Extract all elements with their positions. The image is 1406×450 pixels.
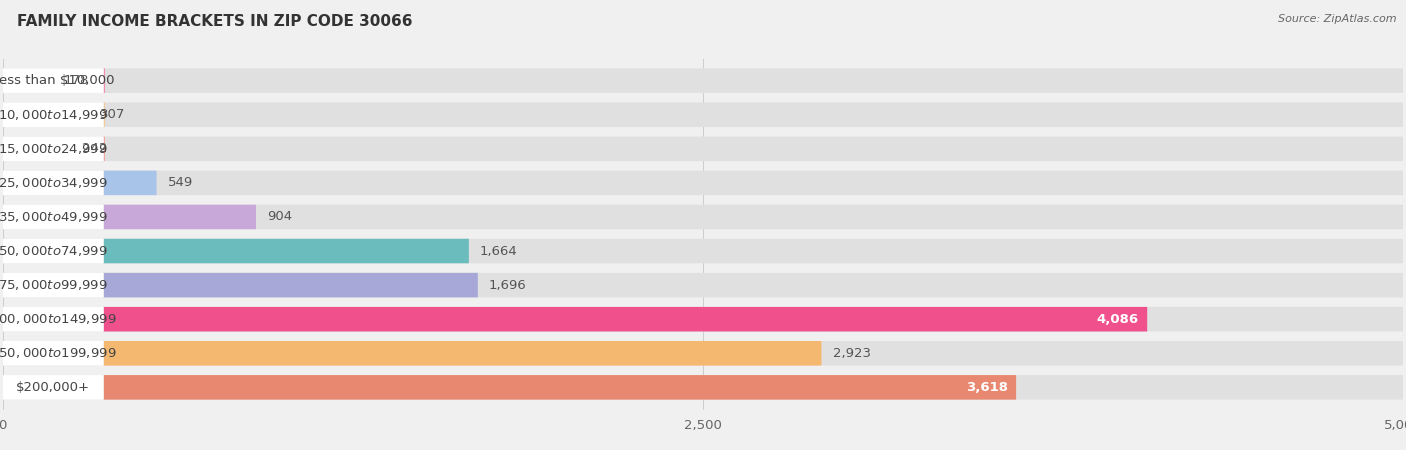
Text: 1,696: 1,696 (489, 279, 527, 292)
FancyBboxPatch shape (3, 273, 104, 297)
FancyBboxPatch shape (3, 239, 1403, 263)
FancyBboxPatch shape (3, 68, 1403, 93)
FancyBboxPatch shape (3, 205, 1403, 229)
Text: 178: 178 (63, 74, 89, 87)
Text: 2,923: 2,923 (832, 347, 870, 360)
FancyBboxPatch shape (104, 171, 156, 195)
Text: $25,000 to $34,999: $25,000 to $34,999 (0, 176, 108, 190)
Text: 242: 242 (82, 142, 107, 155)
FancyBboxPatch shape (104, 341, 821, 365)
FancyBboxPatch shape (3, 307, 104, 332)
Text: $200,000+: $200,000+ (17, 381, 90, 394)
FancyBboxPatch shape (3, 103, 1403, 127)
FancyBboxPatch shape (3, 103, 104, 127)
Text: $150,000 to $199,999: $150,000 to $199,999 (0, 346, 117, 360)
Text: $50,000 to $74,999: $50,000 to $74,999 (0, 244, 108, 258)
FancyBboxPatch shape (104, 273, 478, 297)
Text: $10,000 to $14,999: $10,000 to $14,999 (0, 108, 108, 122)
FancyBboxPatch shape (3, 171, 1403, 195)
FancyBboxPatch shape (104, 375, 1017, 400)
Text: 549: 549 (167, 176, 193, 189)
FancyBboxPatch shape (3, 68, 104, 93)
FancyBboxPatch shape (3, 136, 104, 161)
Text: 3,618: 3,618 (966, 381, 1008, 394)
Text: 307: 307 (100, 108, 125, 121)
Text: 4,086: 4,086 (1097, 313, 1139, 326)
Text: $15,000 to $24,999: $15,000 to $24,999 (0, 142, 108, 156)
Text: Less than $10,000: Less than $10,000 (0, 74, 114, 87)
FancyBboxPatch shape (3, 341, 104, 365)
Text: $35,000 to $49,999: $35,000 to $49,999 (0, 210, 108, 224)
FancyBboxPatch shape (3, 273, 1403, 297)
FancyBboxPatch shape (3, 136, 1403, 161)
FancyBboxPatch shape (3, 375, 104, 400)
FancyBboxPatch shape (3, 205, 104, 229)
Text: FAMILY INCOME BRACKETS IN ZIP CODE 30066: FAMILY INCOME BRACKETS IN ZIP CODE 30066 (17, 14, 412, 28)
Text: Source: ZipAtlas.com: Source: ZipAtlas.com (1278, 14, 1396, 23)
Text: 1,664: 1,664 (479, 244, 517, 257)
FancyBboxPatch shape (3, 307, 1403, 332)
FancyBboxPatch shape (3, 171, 104, 195)
Text: 904: 904 (267, 211, 292, 224)
Text: $100,000 to $149,999: $100,000 to $149,999 (0, 312, 117, 326)
FancyBboxPatch shape (3, 341, 1403, 365)
FancyBboxPatch shape (104, 239, 468, 263)
FancyBboxPatch shape (3, 239, 104, 263)
FancyBboxPatch shape (104, 205, 256, 229)
FancyBboxPatch shape (104, 307, 1147, 332)
FancyBboxPatch shape (3, 375, 1403, 400)
Text: $75,000 to $99,999: $75,000 to $99,999 (0, 278, 108, 292)
